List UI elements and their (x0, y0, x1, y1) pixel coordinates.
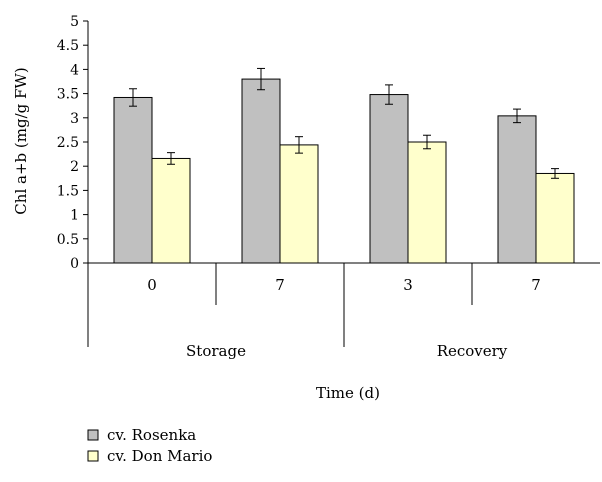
y-tick-label: 3.5 (57, 87, 79, 103)
y-tick-label: 4 (70, 62, 79, 78)
bar-don-mario-2 (407, 141, 447, 264)
x-category-label: 0 (147, 276, 157, 294)
legend-swatch (87, 450, 99, 462)
legend-swatch (87, 429, 99, 441)
bar-don-mario-1 (279, 144, 319, 264)
y-tick-label: 5 (70, 14, 79, 30)
legend-label: cv. Rosenka (107, 426, 196, 444)
bar-don-mario-3 (535, 172, 575, 264)
y-tick-label: 4.5 (57, 38, 79, 54)
y-tick-label: 1 (70, 208, 79, 224)
x-group-label: Recovery (437, 342, 508, 360)
y-tick-label: 2.5 (57, 135, 79, 151)
y-tick-label: 0.5 (57, 232, 79, 248)
axes (87, 21, 600, 347)
bar-don-mario-0 (151, 157, 191, 264)
y-axis-label: Chl a+b (mg/g FW) (12, 67, 30, 214)
y-axis-ticks: 0 0.5 1 1.5 2 2.5 3 3.5 4 4.5 5 (57, 14, 88, 272)
y-tick-label: 2 (70, 159, 79, 175)
x-axis-groups: Storage Recovery (186, 342, 508, 360)
bar-rosenka-1 (241, 78, 281, 264)
y-tick-label: 0 (70, 256, 79, 272)
legend: cv. Rosenka cv. Don Mario (87, 426, 212, 465)
legend-label: cv. Don Mario (107, 447, 212, 465)
x-axis-categories: 0 7 3 7 (147, 276, 541, 294)
error-bars (129, 67, 559, 179)
x-axis-label: Time (d) (316, 384, 380, 402)
bar-rosenka-3 (497, 115, 537, 264)
x-category-label: 3 (403, 276, 413, 294)
bar-rosenka-2 (369, 94, 409, 264)
y-tick-label: 1.5 (57, 183, 79, 199)
y-tick-label: 3 (70, 111, 79, 127)
x-category-label: 7 (531, 276, 541, 294)
bars (113, 78, 575, 264)
x-category-label: 7 (275, 276, 285, 294)
bar-rosenka-0 (113, 96, 153, 264)
x-group-label: Storage (186, 342, 246, 360)
